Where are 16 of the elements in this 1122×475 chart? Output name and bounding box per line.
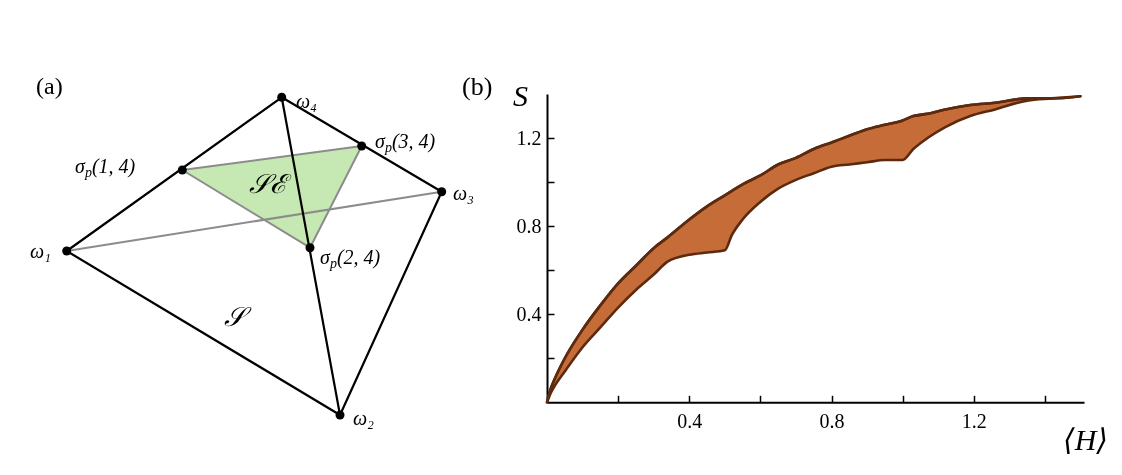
chart-title: (b) (461, 72, 492, 101)
text: ω₃ (453, 182, 475, 204)
text: ω₁ (30, 240, 52, 262)
x-tick-label: 0.4 (676, 409, 702, 432)
x-axis-title: ⟨H⟩ (1062, 422, 1108, 456)
y-tick-label: 0.8 (516, 214, 542, 237)
x-tick-label: 1.2 (961, 409, 987, 432)
text: σ$_{p}$(2, 4) (320, 246, 381, 271)
text: σ$_{p}$(3, 4) (375, 130, 436, 155)
text: (a) (36, 72, 63, 100)
x-tick-label: 0.8 (819, 409, 845, 432)
text: ω₂ (353, 407, 375, 429)
text: σ$_{p}$(1, 4) (75, 155, 136, 180)
y-tick-label: 1.2 (516, 126, 542, 149)
y-tick-label: 0.4 (516, 302, 542, 325)
y-axis-title: S (512, 79, 528, 113)
